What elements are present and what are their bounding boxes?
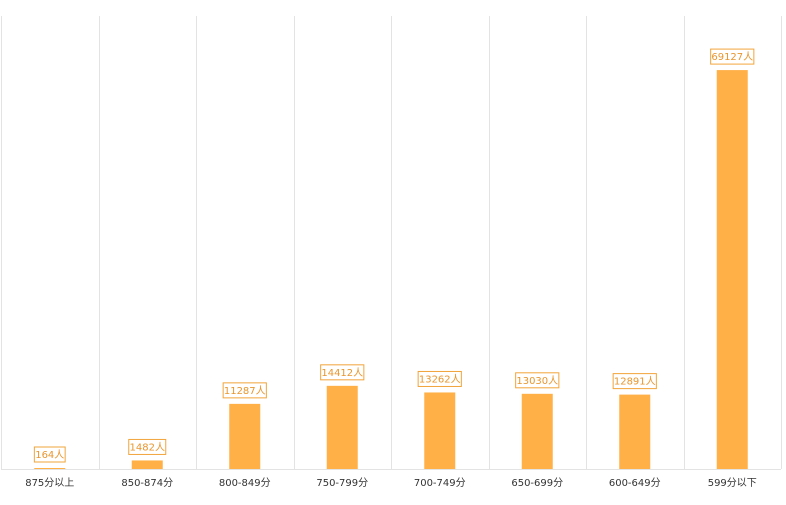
x-tick-label: 700-749分: [414, 477, 466, 489]
bar[interactable]: [619, 394, 651, 469]
bar[interactable]: [424, 392, 456, 469]
data-label-box: [417, 370, 462, 387]
x-tick-label: 600-649分: [609, 477, 661, 489]
x-tick-label: 650-699分: [511, 477, 563, 489]
bars: [34, 70, 748, 469]
data-label: 164人: [35, 449, 64, 461]
bar[interactable]: [34, 468, 66, 469]
bar[interactable]: [131, 460, 163, 469]
grid-lines: [1, 16, 782, 470]
data-label: 11287人: [224, 385, 266, 397]
bar[interactable]: [229, 403, 261, 469]
data-label-box: [222, 382, 267, 399]
data-label-box: [33, 446, 66, 463]
bar[interactable]: [521, 393, 553, 469]
bar[interactable]: [326, 385, 358, 469]
data-label: 13030人: [516, 375, 558, 387]
data-label-box: [612, 373, 657, 390]
bar[interactable]: [716, 70, 748, 469]
x-tick-label: 800-849分: [219, 477, 271, 489]
x-tick-label: 599分以下: [708, 477, 757, 489]
data-label: 69127人: [711, 51, 753, 63]
data-label: 12891人: [614, 376, 656, 388]
data-label: 1482人: [130, 441, 165, 453]
data-label-box: [128, 438, 167, 455]
data-label: 14412人: [321, 367, 363, 379]
data-label-box: [515, 372, 560, 389]
data-label-box: [320, 364, 365, 381]
x-axis-tick-labels: 875分以上 850-874分 800-849分 750-799分 700-749分 65…: [25, 477, 757, 489]
x-tick-label: 750-799分: [316, 477, 368, 489]
x-tick-label: 850-874分: [121, 477, 173, 489]
x-tick-label: 875分以上: [25, 477, 74, 489]
data-label: 13262人: [419, 373, 461, 385]
data-labels: 164人 1482人 11287人 14412人 13262人 13030人 12891人 6…: [33, 48, 755, 463]
data-label-box: [710, 48, 755, 65]
